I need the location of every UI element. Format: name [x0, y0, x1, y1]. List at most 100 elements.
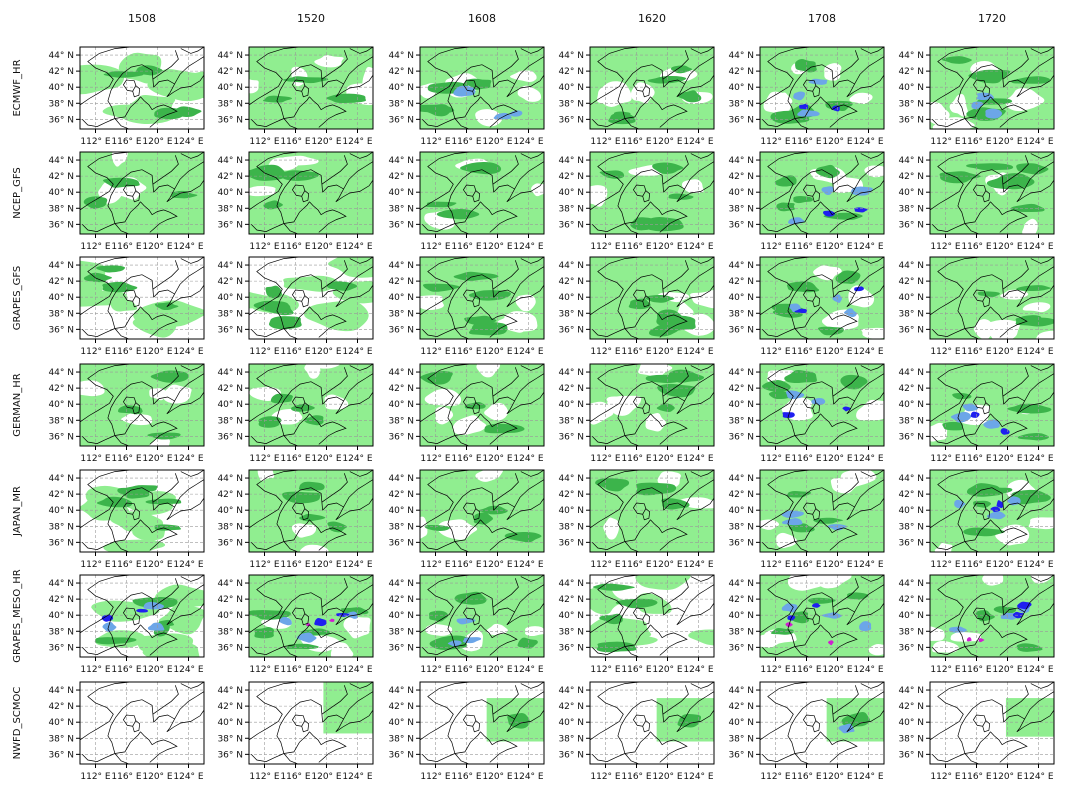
- precip-gap: [249, 185, 276, 197]
- map-boundary: [794, 646, 809, 657]
- precip-medium-area: [154, 524, 182, 531]
- precip-medium-area: [795, 59, 817, 73]
- map-boundary: [760, 364, 811, 423]
- precip-gap: [509, 70, 537, 82]
- map-boundary: [787, 64, 834, 119]
- map-boundary: [642, 190, 651, 203]
- x-tick-label: 120° E: [311, 560, 342, 570]
- map-boundary: [982, 295, 991, 308]
- map-boundary: [820, 96, 858, 128]
- precip-medium-area: [599, 613, 623, 625]
- map-boundary: [990, 624, 1028, 656]
- x-tick-label: 124° E: [853, 560, 884, 570]
- x-tick-label: 120° E: [822, 772, 853, 782]
- precip-medium-area: [1015, 316, 1054, 327]
- y-tick-label: 40° N: [898, 400, 924, 410]
- x-tick-label: 120° E: [992, 137, 1023, 147]
- map-boundary: [932, 223, 966, 232]
- x-tick-label: 112° E: [930, 454, 961, 464]
- y-tick-label: 36° N: [217, 750, 243, 760]
- forecast-panel: 44° N 42° N 40° N 38° N 36° N 112° E 116° E 120…: [728, 151, 885, 252]
- map-boundary: [854, 373, 884, 402]
- map-boundary: [762, 223, 796, 232]
- map-boundary: [812, 295, 821, 308]
- map-boundary: [249, 257, 300, 316]
- y-tick-label: 36° N: [728, 643, 754, 653]
- map-boundary: [454, 731, 481, 754]
- precip-medium-area: [171, 190, 198, 199]
- y-tick-label: 36° N: [48, 538, 74, 548]
- map-boundary: [964, 118, 979, 129]
- x-tick-label: 120° E: [142, 665, 173, 675]
- map-boundary: [114, 306, 141, 329]
- x-tick-label: 112° E: [80, 242, 111, 252]
- x-tick-label: 112° E: [80, 137, 111, 147]
- map-boundary: [932, 646, 966, 655]
- map-boundary: [690, 47, 714, 54]
- map-boundary: [624, 223, 639, 234]
- x-tick-label: 116° E: [280, 137, 311, 147]
- precip-medium-area: [840, 374, 868, 390]
- map-boundary: [832, 473, 859, 503]
- map-boundary: [492, 155, 519, 185]
- map-boundary: [152, 50, 179, 80]
- forecast-panel: 44° N 42° N 40° N 38° N 36° N 112° E 116° E 120…: [558, 574, 715, 675]
- x-tick-label: 120° E: [992, 665, 1023, 675]
- panel-frame: [759, 363, 885, 447]
- precip-severe-area: [854, 207, 868, 213]
- map-boundary: [832, 685, 859, 715]
- y-tick-label: 38° N: [217, 99, 243, 109]
- y-tick-label: 38° N: [558, 522, 584, 532]
- precip-medium-area: [517, 637, 538, 649]
- map-boundary: [762, 328, 796, 337]
- x-tick-label: 116° E: [111, 665, 142, 675]
- x-tick-label: 124° E: [342, 137, 373, 147]
- forecast-panel: 44° N 42° N 40° N 38° N 36° N 112° E 116° E 120…: [558, 363, 715, 464]
- precip-medium-area: [117, 405, 143, 415]
- x-tick-label: 116° E: [621, 665, 652, 675]
- map-boundary: [174, 161, 204, 190]
- map-boundary: [322, 709, 373, 733]
- map-boundary: [420, 152, 471, 211]
- map-boundary: [833, 74, 884, 98]
- map-boundary: [447, 592, 494, 647]
- precip-severe-area: [842, 406, 852, 412]
- precip-medium-area: [762, 380, 791, 392]
- x-tick-label: 116° E: [111, 347, 142, 357]
- y-tick-label: 40° N: [558, 506, 584, 516]
- map-boundary: [454, 328, 469, 339]
- map-boundary: [422, 223, 456, 232]
- map-boundary: [420, 575, 471, 634]
- y-tick-label: 42° N: [48, 67, 74, 77]
- map-boundary: [617, 274, 664, 329]
- x-tick-label: 116° E: [111, 137, 142, 147]
- map-boundary: [454, 519, 481, 542]
- precip-gap: [121, 413, 153, 426]
- map-boundary: [964, 201, 991, 224]
- map-boundary: [174, 56, 204, 85]
- precip-gap: [515, 294, 536, 312]
- y-tick-label: 42° N: [388, 172, 414, 182]
- forecast-panel: 44° N 42° N 40° N 38° N 36° N 112° E 116° E 120…: [898, 574, 1055, 675]
- panel-frame: [759, 574, 885, 658]
- map-boundary: [932, 435, 966, 444]
- map-boundary: [462, 184, 477, 197]
- map-boundary: [650, 519, 688, 551]
- map-boundary: [283, 306, 310, 329]
- map-boundary: [812, 508, 821, 521]
- map-boundary: [493, 391, 544, 415]
- x-tick-label: 124° E: [1023, 665, 1054, 675]
- forecast-panel: 44° N 42° N 40° N 38° N 36° N 112° E 116° E 120…: [217, 151, 374, 252]
- precip-medium-area: [846, 592, 869, 600]
- map-boundary: [624, 96, 651, 119]
- x-tick-label: 120° E: [652, 665, 683, 675]
- x-tick-label: 112° E: [590, 454, 621, 464]
- map-boundary: [122, 714, 137, 727]
- map-boundary: [982, 720, 991, 733]
- y-tick-label: 42° N: [388, 595, 414, 605]
- map-boundary: [957, 487, 1004, 542]
- forecast-panel: 44° N 42° N 40° N 38° N 36° N 112° E 116° E 120…: [217, 363, 374, 464]
- x-tick-label: 112° E: [249, 137, 280, 147]
- map-boundary: [480, 413, 518, 445]
- precip-gap: [314, 55, 344, 68]
